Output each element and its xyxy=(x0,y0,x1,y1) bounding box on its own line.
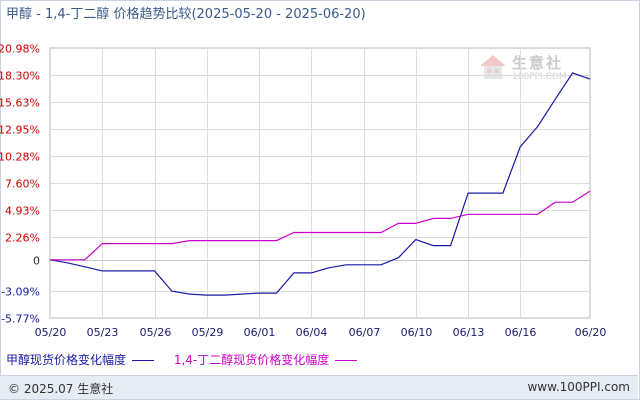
y-tick-label: 20.98% xyxy=(0,43,40,56)
x-tick-label: 06/07 xyxy=(349,326,381,339)
y-tick-label: 4.93% xyxy=(5,205,40,218)
watermark-name: 生意社 xyxy=(512,54,564,72)
legend-item-methanol: 甲醇现货价格变化幅度 xyxy=(6,352,155,368)
x-tick-label: 05/20 xyxy=(35,326,67,339)
chart-title-text: 甲醇 - 1,4-丁二醇 价格趋势比较 xyxy=(6,7,192,22)
chart-title: 甲醇 - 1,4-丁二醇 价格趋势比较(2025-05-20 - 2025-06… xyxy=(6,6,366,24)
y-tick-label: 12.95% xyxy=(0,124,40,137)
y-tick-label: 15.63% xyxy=(0,97,40,110)
footer-website-link[interactable]: www.100PPI.com xyxy=(527,380,630,394)
y-tick-label: 2.26% xyxy=(5,232,40,245)
x-tick-label: 05/29 xyxy=(192,326,224,339)
x-tick-label: 05/26 xyxy=(140,326,172,339)
legend-swatch-bdo xyxy=(335,359,358,361)
chart-date-range: (2025-05-20 - 2025-06-20) xyxy=(191,7,366,22)
legend-label-methanol: 甲醇现货价格变化幅度 xyxy=(6,353,127,367)
series-line-0 xyxy=(49,72,591,296)
series-line-1 xyxy=(50,190,591,261)
y-tick-label: 10.28% xyxy=(0,151,40,164)
legend-item-bdo: 1,4-丁二醇现货价格变化幅度 xyxy=(173,352,358,368)
y-tick-label: 0 xyxy=(33,255,40,268)
footer-copyright: © 2025.07 生意社 xyxy=(8,382,114,396)
x-tick-label: 06/01 xyxy=(244,326,276,339)
x-tick-label: 05/23 xyxy=(87,326,119,339)
x-tick-label: 06/16 xyxy=(505,326,537,339)
footer-bar: © 2025.07 生意社 www.100PPI.com xyxy=(0,375,638,399)
y-tick-label: -5.77% xyxy=(1,313,40,326)
legend: 甲醇现货价格变化幅度 1,4-丁二醇现货价格变化幅度 xyxy=(6,352,373,368)
y-tick-label: 7.60% xyxy=(5,178,40,191)
x-tick-label: 06/20 xyxy=(575,326,607,339)
watermark-url: 100PPI.COM xyxy=(512,72,567,82)
legend-label-bdo: 1,4-丁二醇现货价格变化幅度 xyxy=(173,353,330,367)
x-tick-label: 06/04 xyxy=(296,326,328,339)
legend-swatch-methanol xyxy=(132,359,155,361)
y-tick-label: -3.09% xyxy=(1,286,40,299)
x-tick-label: 06/13 xyxy=(453,326,485,339)
y-tick-label: 18.30% xyxy=(0,70,40,83)
x-tick-label: 06/10 xyxy=(401,326,433,339)
